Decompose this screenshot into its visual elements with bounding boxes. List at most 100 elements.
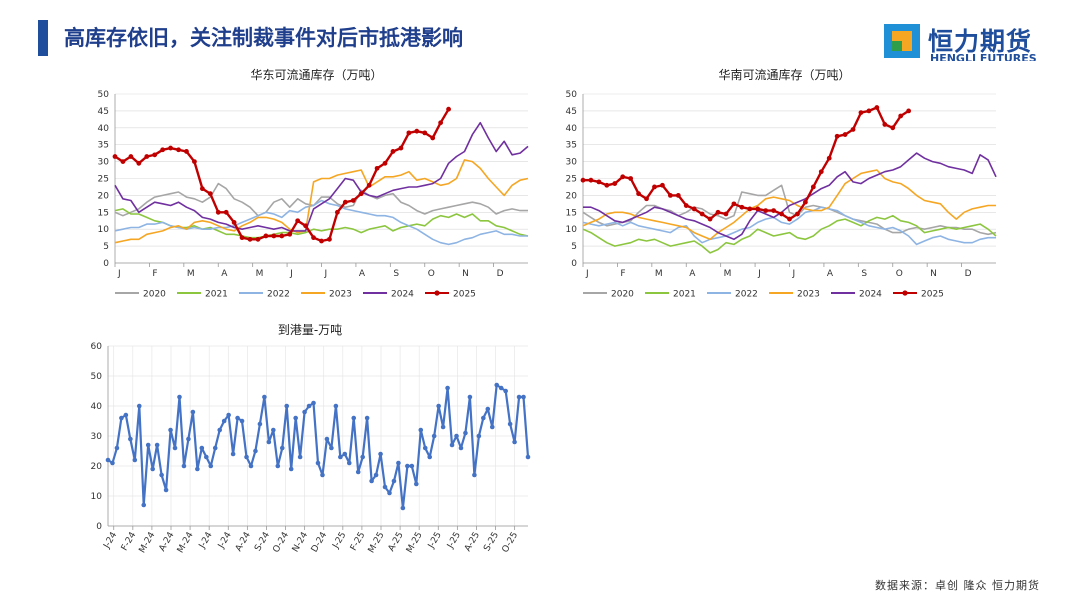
data-point <box>378 451 383 457</box>
data-point-2025 <box>247 236 253 242</box>
data-point <box>271 427 276 433</box>
data-point <box>485 406 491 412</box>
data-point <box>208 463 214 469</box>
chart-title: 到港量-万吨 <box>278 323 342 337</box>
y-tick-label: 10 <box>566 225 578 235</box>
data-point <box>203 454 209 460</box>
data-point-2025 <box>152 152 158 158</box>
data-point <box>516 394 522 400</box>
data-point <box>110 460 115 466</box>
data-point-2025 <box>358 191 364 197</box>
x-tick-label: J-25 <box>426 531 444 552</box>
data-point <box>114 445 120 451</box>
data-point-2025 <box>263 233 269 239</box>
series-line-2023 <box>114 159 529 244</box>
series-line-2022 <box>582 206 996 246</box>
legend-label-2020: 2020 <box>143 290 166 300</box>
data-point <box>489 424 495 430</box>
legend-label-2024: 2024 <box>859 290 882 300</box>
data-point-2025 <box>850 127 856 132</box>
data-point-2025 <box>866 108 872 114</box>
data-point-2025 <box>779 211 784 217</box>
legend-label-2021: 2021 <box>673 290 696 300</box>
y-tick-label: 40 <box>98 124 110 134</box>
series-line-2025 <box>583 106 910 221</box>
data-point-2025 <box>120 159 126 164</box>
data-point-2025 <box>342 199 348 205</box>
data-point <box>279 445 285 451</box>
data-point-2025 <box>446 106 451 112</box>
data-point <box>342 451 348 457</box>
x-tick-label: F <box>152 269 157 279</box>
data-point-2025 <box>160 147 166 153</box>
data-point <box>123 412 129 418</box>
data-point-2025 <box>303 223 309 229</box>
x-tick-label: A <box>359 269 366 279</box>
y-tick-label: 50 <box>566 90 578 100</box>
data-point-2025 <box>319 238 324 244</box>
legend-label-2023: 2023 <box>797 290 820 300</box>
data-point-2025 <box>890 125 896 131</box>
y-tick-label: 50 <box>98 90 110 100</box>
series-line-2021 <box>114 208 529 239</box>
data-point-2025 <box>723 211 729 217</box>
data-point <box>257 421 263 427</box>
y-tick-label: 30 <box>91 432 103 442</box>
data-point-2025 <box>810 184 816 190</box>
data-point-2025 <box>588 177 594 183</box>
data-point-2025 <box>612 181 618 186</box>
y-tick-label: 60 <box>91 342 103 352</box>
data-point-2025 <box>636 191 641 197</box>
data-point <box>454 433 459 439</box>
data-point <box>355 469 361 475</box>
data-point-2025 <box>826 155 832 161</box>
y-tick-label: 20 <box>98 191 110 201</box>
data-point-2025 <box>818 169 824 175</box>
y-tick-label: 35 <box>98 141 109 151</box>
x-tick-label: J <box>117 269 121 279</box>
x-tick-label: J <box>792 269 796 279</box>
data-point <box>449 442 455 448</box>
data-point <box>351 415 357 421</box>
data-point-2025 <box>168 145 173 151</box>
y-tick-label: 15 <box>566 208 577 218</box>
legend-label-2021: 2021 <box>205 290 228 300</box>
series-line-2021 <box>582 214 997 254</box>
data-point-2025 <box>882 122 888 127</box>
data-point-2025 <box>771 208 777 214</box>
data-point-2025 <box>239 235 245 241</box>
data-point-2025 <box>747 206 753 212</box>
data-point <box>266 439 272 445</box>
data-point <box>422 445 428 451</box>
x-tick-label: M <box>655 269 663 279</box>
data-point-2025 <box>366 182 372 188</box>
x-tick-label: D <box>497 269 504 279</box>
data-point <box>181 463 187 469</box>
data-point-2025 <box>287 231 293 237</box>
x-tick-label: D <box>965 269 972 279</box>
x-tick-label: J <box>324 269 328 279</box>
y-tick-label: 10 <box>98 225 110 235</box>
data-point <box>382 484 388 490</box>
data-point-2025 <box>192 159 197 164</box>
data-point <box>387 490 392 496</box>
legend-label-2023: 2023 <box>329 290 352 300</box>
data-point <box>302 409 307 415</box>
x-tick-label: A-25 <box>387 531 406 554</box>
data-point <box>163 487 169 493</box>
legend-label-2025: 2025 <box>453 290 476 300</box>
legend-label-2025: 2025 <box>921 290 944 300</box>
data-point <box>498 385 504 391</box>
data-point <box>306 403 312 409</box>
data-point <box>472 472 477 478</box>
x-tick-label: M <box>724 269 732 279</box>
x-tick-label: J-24 <box>102 530 120 551</box>
data-point-2025 <box>580 177 586 183</box>
x-tick-label: O-25 <box>501 531 521 555</box>
data-point-2025 <box>223 209 229 215</box>
y-tick-label: 0 <box>571 259 577 269</box>
y-tick-label: 25 <box>566 175 577 185</box>
data-point <box>364 415 370 421</box>
legend-label-2020: 2020 <box>611 290 634 300</box>
